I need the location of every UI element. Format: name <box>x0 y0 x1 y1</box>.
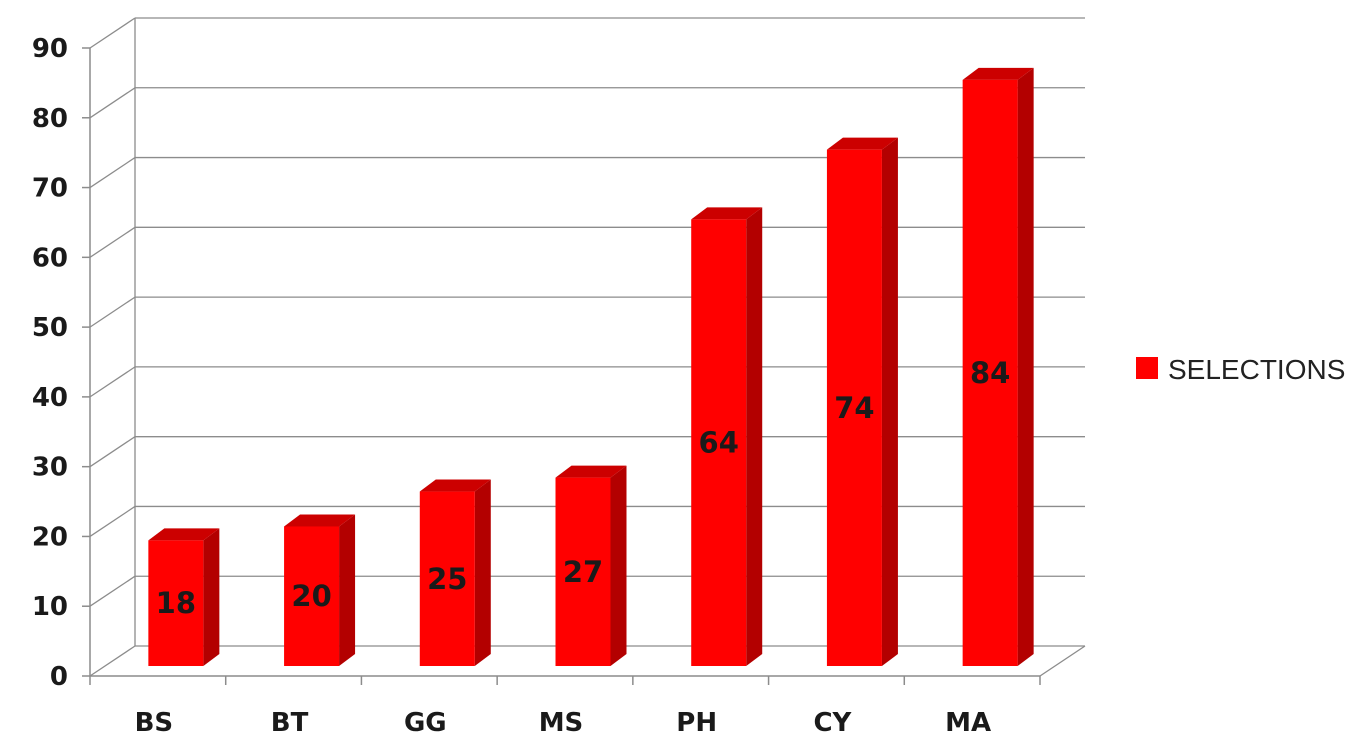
bar-front <box>826 149 882 667</box>
y-tick-label: 80 <box>32 104 68 134</box>
y-tick-label: 70 <box>32 174 68 204</box>
gridline-60-wall <box>89 226 136 258</box>
y-tick-label: 90 <box>32 34 68 64</box>
data-label: 18 <box>156 586 196 620</box>
x-tick-label: CY <box>813 708 852 738</box>
floor-edge <box>1039 645 1086 677</box>
bar-cy <box>826 137 898 667</box>
bar-front <box>555 477 611 666</box>
bar-top <box>826 137 898 150</box>
bar-front <box>419 491 475 666</box>
chart-axes <box>82 47 1041 685</box>
bar-gg <box>419 479 491 666</box>
bar-ma <box>962 67 1034 666</box>
gridline-20-wall <box>89 505 136 537</box>
data-label: 20 <box>291 579 331 613</box>
gridline-40-wall <box>89 366 136 398</box>
gridline-80-wall <box>89 87 136 119</box>
y-tick-label: 60 <box>32 243 68 273</box>
bar-front <box>962 79 1018 666</box>
bar-front <box>284 526 340 666</box>
y-tick-label: 30 <box>32 453 68 483</box>
x-tick-label: BT <box>271 708 309 738</box>
gridline-30-wall <box>89 436 136 468</box>
bar-ph <box>691 207 763 666</box>
x-tick-label: BS <box>135 708 174 738</box>
bar-top <box>691 207 763 220</box>
bar-bt <box>284 514 356 666</box>
bar-top <box>284 514 356 527</box>
y-tick-label: 50 <box>32 313 68 343</box>
bar-side <box>746 207 763 666</box>
gridline-90-wall <box>89 17 136 49</box>
gridline-0-wall <box>89 645 136 677</box>
bar-ms <box>555 465 627 666</box>
data-label: 25 <box>427 562 467 596</box>
bar-front <box>691 219 747 666</box>
gridline-50-wall <box>89 296 136 328</box>
x-tick-label: MS <box>539 708 584 738</box>
y-tick-label: 10 <box>32 592 68 622</box>
x-tick-label: MA <box>945 708 991 738</box>
bar-side <box>203 528 220 666</box>
legend: SELECTIONS <box>1136 354 1345 385</box>
bar-side <box>881 137 898 667</box>
x-tick-label: GG <box>404 708 447 738</box>
gridline-10-wall <box>89 575 136 607</box>
bar-bs <box>148 528 220 666</box>
chart-bars <box>148 67 1034 667</box>
bar-top <box>555 465 627 478</box>
y-tick-label: 40 <box>32 383 68 413</box>
bar-side <box>1017 67 1034 666</box>
bar-top <box>148 528 220 541</box>
bar-top <box>419 479 491 492</box>
bar-side <box>474 479 491 666</box>
bar-front <box>148 540 204 666</box>
data-label: 64 <box>699 426 739 460</box>
legend-swatch <box>1136 357 1158 379</box>
bar-side <box>610 465 627 666</box>
y-tick-label: 20 <box>32 522 68 552</box>
bar-side <box>339 514 356 666</box>
x-tick-label: PH <box>676 708 717 738</box>
data-label: 74 <box>834 391 874 425</box>
y-tick-label: 0 <box>50 662 68 692</box>
legend-label: SELECTIONS <box>1168 354 1345 385</box>
chart-labels: 0 10 20 30 40 50 60 70 80 90 18 BS 20 BT 25 GG 27 MS 64 PH 7… <box>32 34 1011 738</box>
data-label: 27 <box>563 555 603 589</box>
bar-top <box>962 67 1034 80</box>
gridline-70-wall <box>89 157 136 189</box>
data-label: 84 <box>970 356 1010 390</box>
